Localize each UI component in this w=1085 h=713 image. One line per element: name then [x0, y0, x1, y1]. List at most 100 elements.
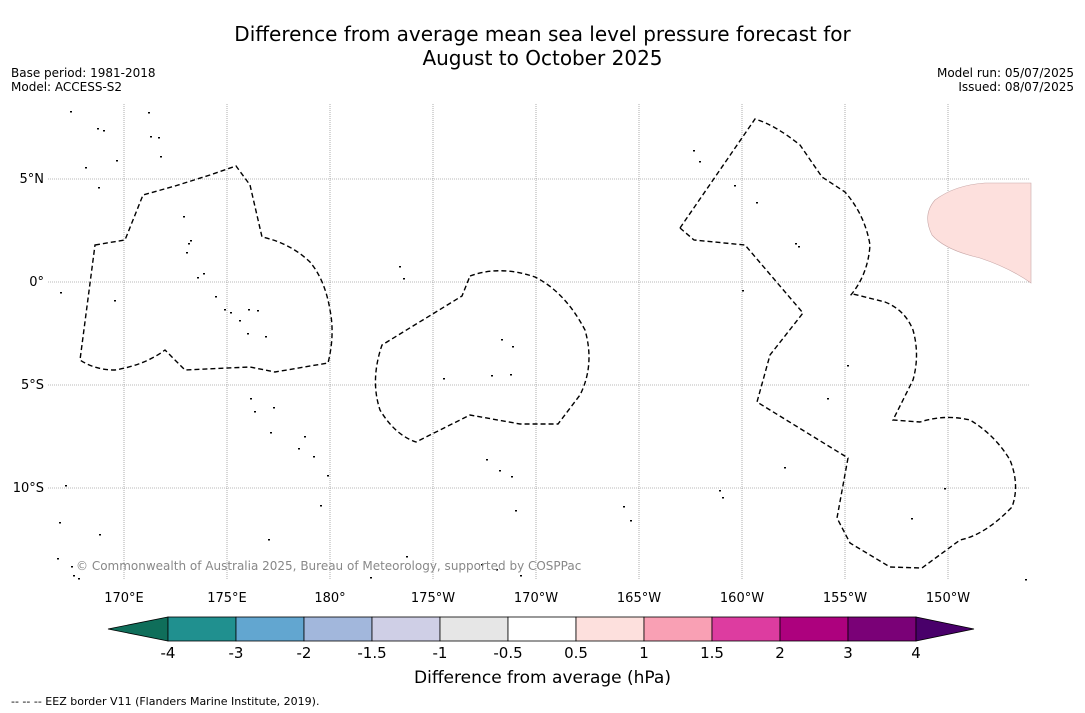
longitude-labels: 170°E 175°E 180° 175°W 170°W 165°W 160°W…	[104, 591, 970, 606]
colorbar-segment-2	[235, 616, 305, 642]
island-speck	[699, 161, 701, 163]
base-period: Base period: 1981-2018	[11, 66, 156, 80]
colorbar-segment-7	[575, 616, 645, 642]
anomaly-area-0.5-to-1	[927, 182, 1032, 284]
island-speck	[515, 510, 517, 512]
island-speck	[65, 485, 67, 487]
island-speck	[71, 566, 73, 568]
island-speck	[203, 273, 205, 275]
island-speck	[313, 456, 315, 458]
island-speck	[722, 497, 724, 499]
lon-label-150w: 150°W	[926, 591, 970, 606]
title-line-2: August to October 2025	[422, 46, 663, 70]
island-speck	[160, 156, 162, 158]
colorbar-segment-10	[779, 616, 849, 642]
island-speck	[265, 336, 267, 338]
colorbar-segment-8	[643, 616, 713, 642]
island-speck	[499, 470, 501, 472]
island-speck	[97, 128, 99, 130]
colorbar-ticks: -4 -3 -2 -1.5 -1 -0.5 0.5 1 1.5 2 3 4	[161, 644, 921, 662]
lon-label-175e: 175°E	[207, 591, 247, 606]
island-speck	[103, 130, 105, 132]
island-speck	[486, 459, 488, 461]
island-speck	[847, 365, 849, 367]
model-name: Model: ACCESS-S2	[11, 80, 123, 94]
colorbar-extend-high	[915, 616, 975, 642]
colorbar-tick-label: 2	[775, 644, 785, 662]
island-speck	[496, 569, 498, 571]
island-speck	[320, 505, 322, 507]
island-speck	[273, 407, 275, 409]
colorbar-segment-5	[439, 616, 509, 642]
issued-date: Issued: 08/07/2025	[958, 80, 1074, 94]
island-speck	[57, 558, 59, 560]
island-speck	[150, 136, 152, 138]
island-speck	[60, 292, 62, 294]
island-speck	[944, 488, 946, 490]
lat-label-5n: 5°N	[20, 172, 45, 187]
island-speck	[481, 564, 483, 566]
island-speck	[911, 518, 913, 520]
island-speck	[230, 312, 232, 314]
island-speck	[742, 290, 744, 292]
island-speck	[158, 137, 160, 139]
island-speck	[630, 520, 632, 522]
island-speck	[250, 398, 252, 400]
lat-label-0: 0°	[29, 275, 44, 290]
colorbar-label: Difference from average (hPa)	[414, 668, 671, 688]
colorbar-segment-11	[847, 616, 917, 642]
colorbar	[107, 616, 975, 642]
island-speck	[403, 278, 405, 280]
island-speck	[114, 300, 116, 302]
colorbar-extend-low	[107, 616, 169, 642]
island-speck	[268, 539, 270, 541]
island-speck	[98, 187, 100, 189]
lon-label-155w: 155°W	[823, 591, 867, 606]
lon-label-165w: 165°W	[617, 591, 661, 606]
colorbar-tick-label: 3	[843, 644, 853, 662]
island-speck	[247, 333, 249, 335]
chart-title: Difference from average mean sea level p…	[0, 22, 1085, 70]
island-speck	[215, 296, 217, 298]
colorbar-tick-label: -0.5	[493, 644, 522, 662]
island-speck	[298, 448, 300, 450]
island-speck	[254, 411, 256, 413]
colorbar-tick-label: -4	[161, 644, 176, 662]
island-speck	[734, 185, 736, 187]
lon-label-170e: 170°E	[104, 591, 144, 606]
island-speck	[756, 202, 758, 204]
lon-label-180: 180°	[314, 591, 345, 606]
island-speck	[257, 310, 259, 312]
colorbar-segment-4	[371, 616, 441, 642]
island-speck	[85, 167, 87, 169]
island-speck	[304, 436, 306, 438]
meta-right: Model run: 05/07/2025 Issued: 08/07/2025	[937, 66, 1074, 94]
lat-label-10s: 10°S	[13, 481, 44, 496]
eez-border-tokelau	[374, 270, 590, 443]
island-speck	[795, 243, 797, 245]
eez-border-line-islands-south	[679, 227, 1017, 569]
island-speck	[59, 522, 61, 524]
island-speck	[197, 277, 199, 279]
lat-label-5s: 5°S	[21, 378, 44, 393]
colorbar-segment-6	[507, 616, 577, 642]
island-speck	[1025, 579, 1027, 581]
island-speck	[520, 575, 522, 577]
colorbar-segment-3	[303, 616, 373, 642]
island-speck	[406, 556, 408, 558]
island-speck	[491, 375, 493, 377]
colorbar-tick-label: 4	[911, 644, 921, 662]
island-speck	[190, 240, 192, 242]
footer-note: -- -- -- EEZ border V11 (Flanders Marine…	[11, 695, 320, 708]
island-speck	[512, 346, 514, 348]
island-speck	[511, 476, 513, 478]
island-speck	[510, 374, 512, 376]
colorbar-tick-label: -3	[229, 644, 244, 662]
island-speck	[248, 309, 250, 311]
island-speck	[370, 577, 372, 579]
island-speck	[798, 246, 800, 248]
title-line-1: Difference from average mean sea level p…	[234, 22, 851, 46]
island-speck	[270, 432, 272, 434]
island-speck	[623, 506, 625, 508]
